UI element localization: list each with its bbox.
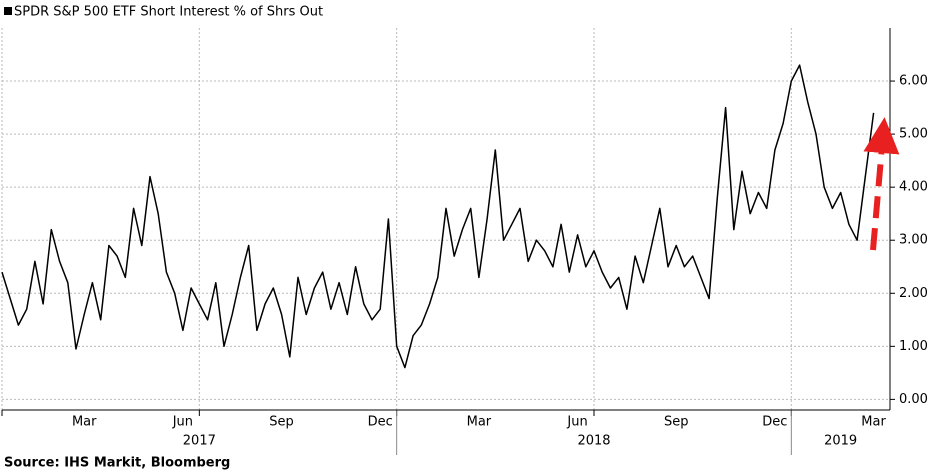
y-tick-label: 2.00 (899, 286, 928, 301)
y-tick-label: 6.00 (899, 74, 928, 89)
y-tick-label: 0.00 (899, 392, 928, 407)
y-tick-label: 4.00 (899, 180, 928, 195)
year-label: 2018 (577, 434, 610, 449)
legend-swatch (4, 7, 12, 15)
x-tick-label: Dec (762, 415, 787, 430)
x-tick-label: Jun (566, 415, 587, 430)
annotation-arrow (863, 117, 900, 251)
y-tick-label: 3.00 (899, 233, 928, 248)
x-tick-label: Sep (664, 415, 689, 430)
year-label: 2019 (824, 434, 857, 449)
x-tick-label: Jun (172, 415, 193, 430)
x-tick-label: Sep (269, 415, 294, 430)
year-label: 2017 (183, 434, 216, 449)
series-line (1, 64, 875, 369)
x-tick-label: Mar (861, 415, 886, 430)
y-tick-label: 1.00 (899, 339, 928, 354)
y-tick-label: 5.00 (899, 127, 928, 142)
x-tick-label: Mar (467, 415, 492, 430)
source: Source: IHS Markit, Bloomberg (4, 456, 230, 471)
x-tick-label: Dec (368, 415, 393, 430)
legend-label: SPDR S&P 500 ETF Short Interest % of Shr… (14, 5, 323, 20)
x-tick-label: Mar (72, 415, 97, 430)
